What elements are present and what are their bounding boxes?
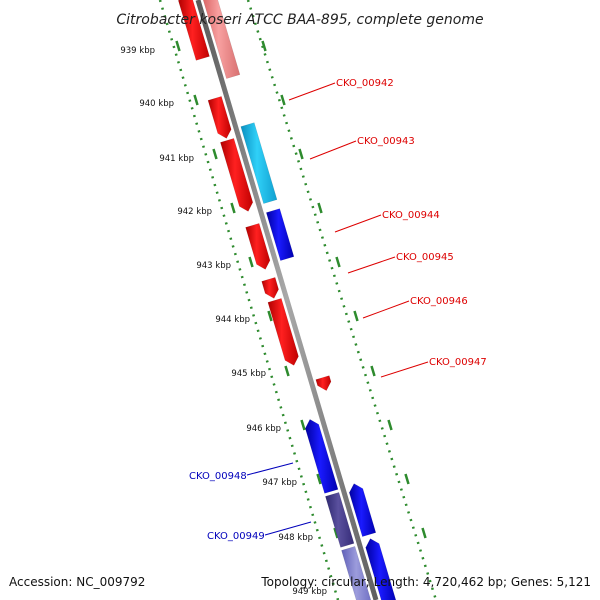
scale-tick <box>175 40 181 52</box>
gene-blue-light[interactable] <box>341 546 375 600</box>
scale-tick <box>300 419 306 431</box>
scale-label: 939 kbp <box>120 46 155 56</box>
gene-label-cko-00945[interactable]: CKO_00945 <box>396 252 454 263</box>
gene-label-cko-00946[interactable]: CKO_00946 <box>410 296 468 307</box>
scale-label: 943 kbp <box>196 261 231 271</box>
inner-dotted-track <box>158 0 340 600</box>
scale-tick <box>421 527 427 539</box>
scale-labels: 939 kbp 940 kbp 941 kbp 942 kbp 943 kbp … <box>120 46 327 597</box>
gene-cko-00945[interactable] <box>261 277 279 299</box>
leader-line <box>264 521 312 536</box>
leader-line <box>309 140 357 160</box>
gene-label-cko-00942[interactable]: CKO_00942 <box>336 78 394 89</box>
leader-line <box>362 300 410 319</box>
scale-label: 948 kbp <box>278 533 313 543</box>
leader-line <box>288 82 336 101</box>
scale-tick <box>370 365 376 377</box>
scale-tick <box>230 202 236 214</box>
scale-ticks <box>175 40 427 539</box>
gene-label-cko-00948[interactable]: CKO_00948 <box>189 471 247 482</box>
scale-tick <box>316 473 322 485</box>
scale-tick <box>248 256 254 268</box>
scale-label: 947 kbp <box>262 478 297 488</box>
gene-cko-00944[interactable] <box>245 223 271 270</box>
scale-tick <box>387 419 393 431</box>
scale-tick <box>267 310 273 322</box>
gene-labels: CKO_00942 CKO_00943 CKO_00944 CKO_00945 … <box>189 78 487 542</box>
gene-label-cko-00943[interactable]: CKO_00943 <box>357 136 415 147</box>
gene-cko-00946[interactable] <box>267 298 299 366</box>
scale-label: 942 kbp <box>177 207 212 217</box>
scale-tick <box>212 148 218 160</box>
gene-blue-1[interactable] <box>265 208 295 261</box>
scale-tick <box>335 256 341 268</box>
gene-blue-3[interactable] <box>365 538 398 600</box>
genome-stats-text: Topology: circular; Length: 4,720,462 bp… <box>261 575 591 589</box>
scale-tick <box>333 527 339 539</box>
accession-text: Accession: NC_009792 <box>9 575 146 589</box>
scale-tick <box>353 310 359 322</box>
scale-tick <box>284 365 290 377</box>
leader-line <box>334 214 382 233</box>
scale-label: 941 kbp <box>159 154 194 164</box>
scale-tick <box>280 94 286 106</box>
gene-red[interactable] <box>177 0 210 61</box>
gene-cko-00949[interactable] <box>325 492 355 548</box>
gene-blue-2[interactable] <box>349 483 377 537</box>
leader-line <box>380 361 429 378</box>
gene-cyan[interactable] <box>240 122 278 204</box>
genome-backbone <box>195 0 379 600</box>
scale-label: 945 kbp <box>231 369 266 379</box>
gene-features <box>177 0 398 600</box>
scale-tick <box>317 202 323 214</box>
gene-cko-00942[interactable] <box>207 96 232 139</box>
scale-label: 949 kbp <box>292 587 327 597</box>
scale-label: 944 kbp <box>215 315 250 325</box>
scale-tick <box>193 94 199 106</box>
gene-label-cko-00944[interactable]: CKO_00944 <box>382 210 440 221</box>
gene-cko-00948[interactable] <box>305 419 339 494</box>
gene-cko-00947[interactable] <box>315 375 332 391</box>
gene-pink[interactable] <box>201 0 241 79</box>
scale-tick <box>261 40 267 52</box>
leader-line <box>347 256 396 274</box>
scale-tick <box>298 148 304 160</box>
gene-label-cko-00947[interactable]: CKO_00947 <box>429 357 487 368</box>
gene-cko-00943[interactable] <box>220 138 254 212</box>
map-title: Citrobacter koseri ATCC BAA-895, complet… <box>116 12 483 28</box>
gene-label-cko-00949[interactable]: CKO_00949 <box>207 531 265 542</box>
scale-label: 940 kbp <box>139 99 174 109</box>
label-leader-lines <box>246 82 429 536</box>
outer-dotted-track <box>246 0 438 600</box>
leader-line <box>246 462 294 476</box>
scale-label: 946 kbp <box>246 424 281 434</box>
scale-tick <box>404 473 410 485</box>
